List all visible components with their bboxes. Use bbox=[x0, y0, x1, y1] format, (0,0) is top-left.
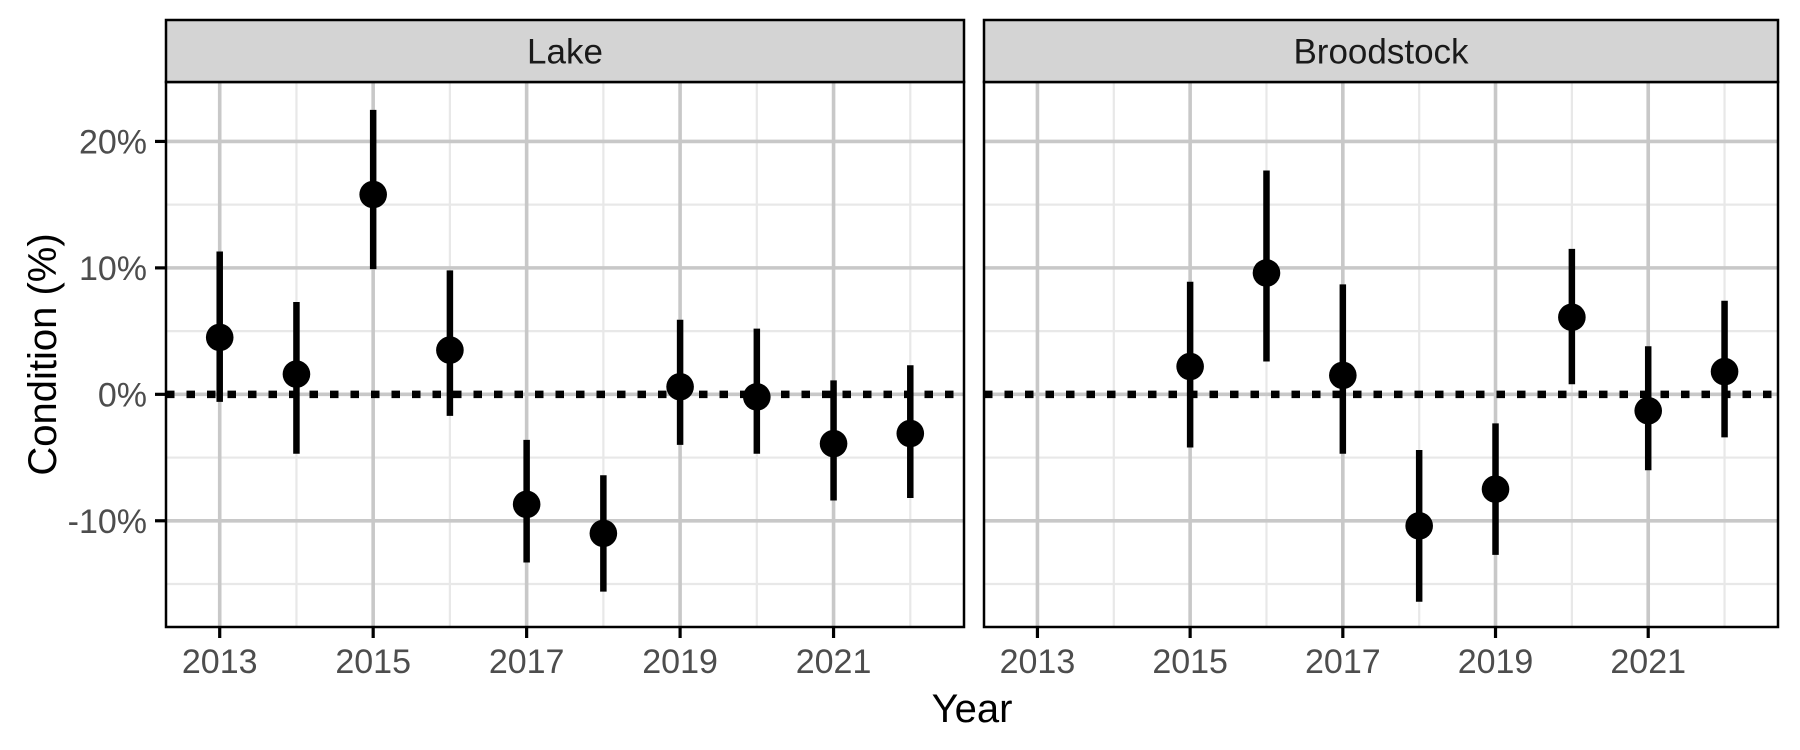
data-point-broodstock-2022 bbox=[1710, 357, 1739, 386]
facet-strip-label: Lake bbox=[527, 33, 603, 72]
x-tick-label: 2017 bbox=[1305, 643, 1381, 681]
x-tick-label: 2015 bbox=[1152, 643, 1228, 681]
data-point-broodstock-2019 bbox=[1481, 475, 1510, 503]
data-point-lake-2015 bbox=[359, 180, 387, 209]
facet-strip bbox=[982, 18, 1780, 84]
data-point-lake-2014 bbox=[282, 360, 311, 388]
x-axis-title: Year bbox=[932, 687, 1013, 731]
data-point-lake-2016 bbox=[436, 336, 464, 364]
x-tick-label: 2013 bbox=[182, 643, 258, 681]
y-tick-label: -10% bbox=[68, 503, 147, 541]
x-tick-label: 2013 bbox=[1000, 643, 1076, 681]
data-point-lake-2013 bbox=[205, 323, 234, 352]
y-tick-label: 0% bbox=[98, 376, 147, 414]
data-point-lake-2022 bbox=[896, 419, 925, 448]
data-point-lake-2019 bbox=[666, 372, 694, 401]
data-point-lake-2021 bbox=[819, 429, 848, 458]
data-point-broodstock-2017 bbox=[1329, 361, 1357, 390]
data-point-lake-2020 bbox=[743, 383, 771, 411]
y-axis-title: Condition (%) bbox=[21, 233, 65, 475]
panel-background bbox=[166, 82, 964, 627]
y-tick-label: 20% bbox=[79, 123, 147, 161]
data-point-broodstock-2021 bbox=[1634, 396, 1663, 425]
x-tick-label: 2015 bbox=[335, 643, 411, 681]
data-point-lake-2018 bbox=[589, 519, 618, 548]
facet-strip-label: Broodstock bbox=[1293, 33, 1469, 72]
data-point-broodstock-2015 bbox=[1176, 352, 1204, 381]
panel-background bbox=[984, 82, 1778, 627]
y-tick-label: 10% bbox=[79, 250, 147, 288]
x-tick-label: 2021 bbox=[796, 643, 872, 681]
data-point-lake-2017 bbox=[512, 490, 541, 519]
data-point-broodstock-2018 bbox=[1405, 512, 1433, 540]
data-point-broodstock-2020 bbox=[1558, 303, 1586, 331]
facet-strip bbox=[164, 18, 966, 84]
data-point-broodstock-2016 bbox=[1252, 259, 1281, 287]
x-tick-label: 2017 bbox=[489, 643, 565, 681]
x-tick-label: 2019 bbox=[642, 643, 718, 681]
x-tick-label: 2019 bbox=[1458, 643, 1534, 681]
x-tick-label: 2021 bbox=[1610, 643, 1686, 681]
